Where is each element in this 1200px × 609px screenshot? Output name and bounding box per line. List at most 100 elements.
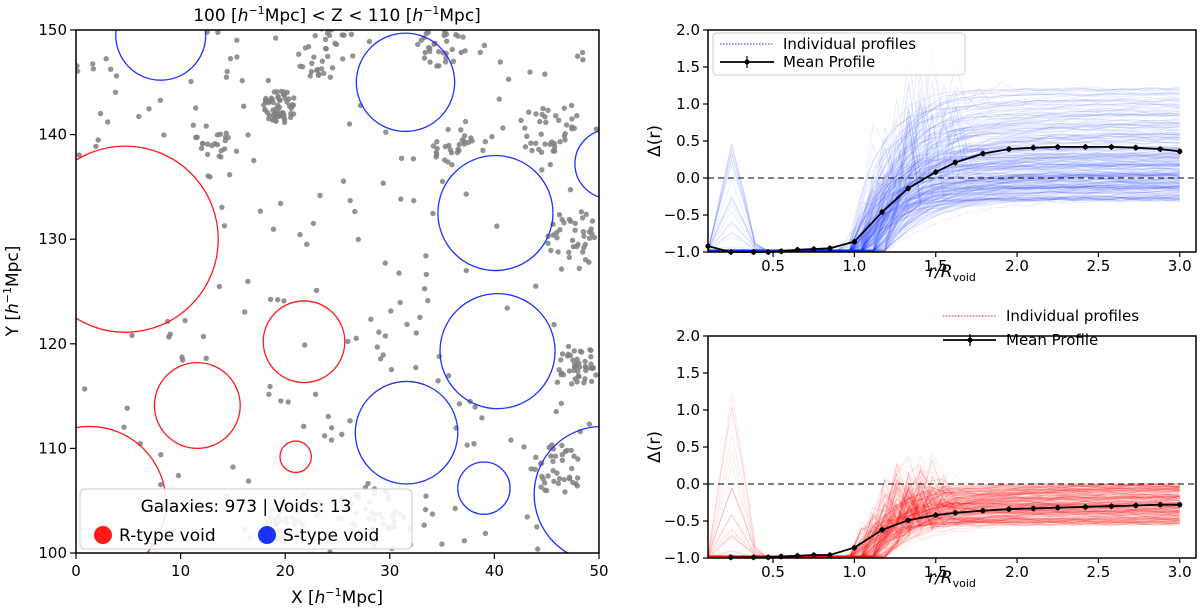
galaxy-point <box>554 470 560 476</box>
x-tick-label: 0.5 <box>761 257 785 275</box>
galaxy-point <box>556 475 563 482</box>
galaxy-point <box>327 74 333 80</box>
mean-profile-point <box>952 159 958 166</box>
galaxy-point <box>537 118 543 125</box>
galaxy-point <box>355 236 361 243</box>
galaxy-point <box>194 134 200 140</box>
x-tick-label: 2.0 <box>1005 563 1029 581</box>
galaxy-point <box>230 464 236 470</box>
galaxy-point <box>382 333 389 339</box>
galaxy-point <box>430 210 436 217</box>
galaxy-point <box>422 506 429 513</box>
galaxy-point <box>350 53 356 59</box>
galaxy-point <box>421 522 427 528</box>
galaxy-point <box>458 127 464 133</box>
y-tick-label: 1.0 <box>676 95 700 113</box>
galaxy-point <box>547 161 553 168</box>
galaxy-point <box>190 122 196 128</box>
galaxy-point <box>558 371 564 378</box>
galaxy-point <box>339 32 345 38</box>
galaxy-point <box>575 456 581 462</box>
left-title: 100 [h−1Mpc] < Z < 110 [h−1Mpc] <box>193 4 481 26</box>
galaxy-point <box>421 286 428 292</box>
galaxy-point <box>449 162 455 168</box>
galaxy-point <box>353 335 359 341</box>
galaxy-point <box>93 143 99 149</box>
galaxy-point <box>578 209 585 215</box>
galaxy-point <box>425 297 431 304</box>
galaxy-point <box>575 241 581 247</box>
galaxy-point <box>90 61 96 67</box>
galaxy-point <box>456 141 462 148</box>
galaxy-point <box>591 234 597 241</box>
galaxy-point <box>449 46 455 53</box>
mean-profile-point <box>827 245 833 251</box>
galaxy-point <box>500 125 506 131</box>
mean-profile-point <box>811 246 817 252</box>
galaxy-point <box>583 211 589 217</box>
galaxy-point <box>582 358 588 365</box>
galaxy-point <box>262 99 269 105</box>
mean-profile-point <box>905 185 911 191</box>
galaxy-point <box>559 442 565 449</box>
galaxy-point <box>304 241 310 247</box>
individual-profile-line <box>708 495 1180 558</box>
mean-profile-point <box>952 510 958 516</box>
x-tick-label: 10 <box>171 562 190 580</box>
galaxy-point <box>425 30 431 35</box>
galaxy-point <box>588 378 595 385</box>
galaxy-point <box>291 95 297 101</box>
galaxy-point <box>241 103 247 109</box>
y-tick-label: 0.0 <box>676 169 700 187</box>
galaxy-point <box>538 484 544 490</box>
top-legend-box <box>712 32 966 76</box>
galaxy-point <box>271 89 277 95</box>
galaxy-point <box>445 159 451 165</box>
s-type-void-circle <box>355 32 456 133</box>
mean-profile-point <box>1006 146 1012 152</box>
galaxy-point <box>429 511 436 517</box>
galaxy-point <box>227 55 234 62</box>
galaxy-point <box>570 357 576 363</box>
galaxy-point <box>325 413 331 420</box>
individual-profile-line <box>708 511 1180 558</box>
x-tick-label: 1.5 <box>924 563 948 581</box>
bottom-legend: Individual profiles Mean Profile <box>943 307 1139 349</box>
galaxy-point <box>377 356 384 362</box>
galaxy-point <box>158 481 164 488</box>
galaxy-point <box>273 118 279 124</box>
galaxy-point <box>463 267 469 274</box>
galaxy-point <box>278 398 284 404</box>
galaxy-point <box>388 366 395 373</box>
bottom-right-panel: 0.5 1.0 1.5 2.0 2.5 3.0 −1.0 −0.5 0.0 0.5 1.0 1.5 2… <box>645 307 1197 590</box>
galaxy-point <box>273 35 279 41</box>
galaxy-point <box>146 106 152 112</box>
galaxy-point <box>566 249 572 255</box>
y-tick-label: 150 <box>38 21 67 39</box>
galaxy-point <box>278 88 285 95</box>
galaxy-point <box>504 305 510 311</box>
s-type-void-circle <box>437 154 554 272</box>
individual-profile-line <box>708 462 1180 558</box>
galaxy-point <box>182 317 188 324</box>
galaxy-point <box>410 156 417 162</box>
galaxy-point <box>471 441 477 447</box>
mean-profile-point <box>879 209 885 215</box>
galaxy-point <box>347 197 353 204</box>
galaxy-point <box>309 60 315 66</box>
galaxy-point <box>587 347 593 353</box>
galaxy-point <box>543 119 549 126</box>
galaxy-point <box>539 167 545 173</box>
galaxy-point <box>496 96 502 102</box>
galaxy-point <box>103 56 109 62</box>
galaxy-point <box>586 235 593 241</box>
galaxy-point <box>265 77 271 84</box>
galaxy-point <box>326 32 333 39</box>
galaxy-point <box>497 59 503 65</box>
galaxy-point <box>301 423 307 429</box>
bottom-y-label: Δ(r) <box>645 431 665 463</box>
galaxy-point <box>569 116 575 122</box>
galaxy-point <box>567 352 574 358</box>
mean-profile-point <box>851 545 858 551</box>
galaxy-point <box>233 148 240 154</box>
